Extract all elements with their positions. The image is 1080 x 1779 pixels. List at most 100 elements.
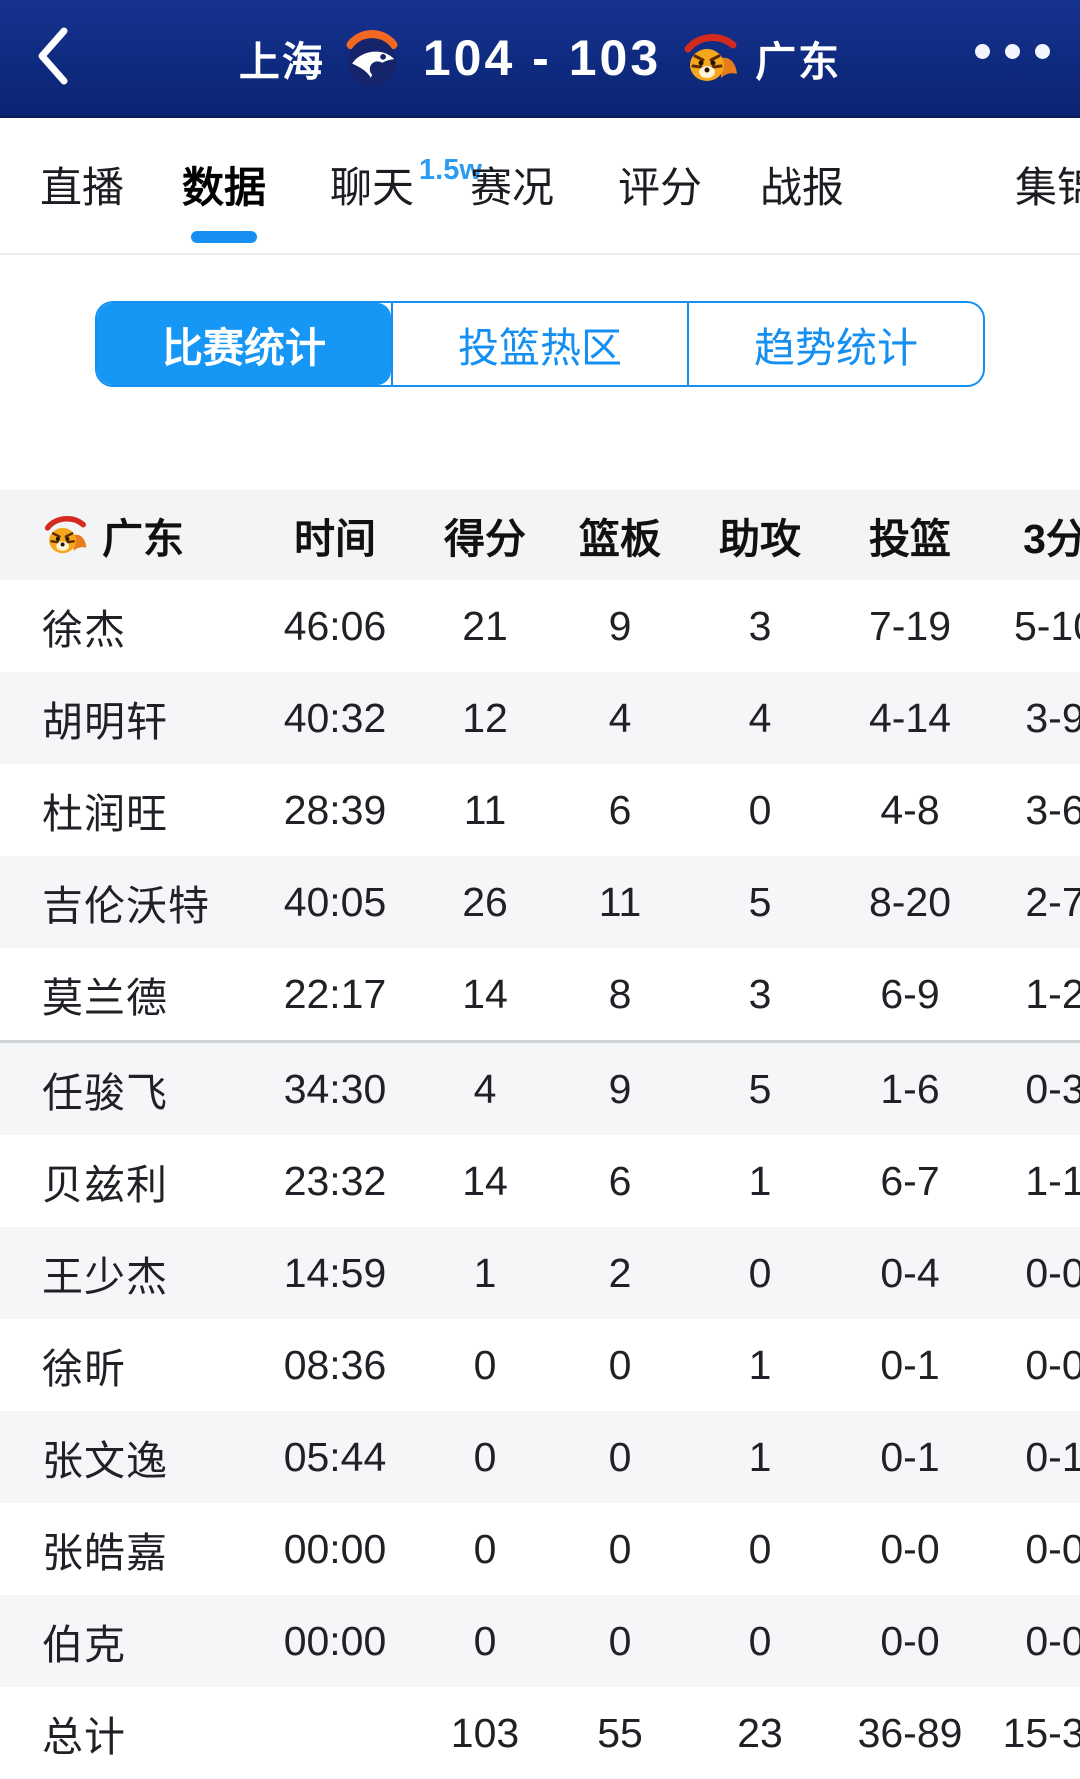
tab-live[interactable]: 直播 (40, 164, 125, 211)
score-value: 104 - 103 (422, 29, 662, 86)
stats-view-switcher: 比赛统计 投篮热区 趋势统计 (0, 255, 1080, 387)
col-rebounds: 篮板 (579, 516, 661, 562)
tab-highlights[interactable]: 集锦 (1015, 164, 1080, 211)
player-name: 吉伦沃特 (42, 883, 210, 929)
score-header: 上海 104 - 103 广东 (0, 27, 1080, 89)
col-fg: 投篮 (869, 516, 951, 562)
points: 26 (462, 878, 508, 925)
player-stat-row[interactable]: 任骏飞 34:30 4 9 5 1-6 0-3 (0, 1043, 1080, 1135)
player-stat-row[interactable]: 伯克 00:00 0 0 0 0-0 0-0 (0, 1595, 1080, 1687)
minutes-played: 23:32 (283, 1157, 387, 1204)
points: 0 (473, 1341, 497, 1388)
tab-matchstate[interactable]: 赛况 (470, 164, 555, 211)
assists: 0 (748, 1525, 772, 1572)
back-button[interactable] (34, 26, 74, 86)
assists: 0 (748, 1249, 772, 1296)
field-goals: 6-7 (880, 1157, 940, 1204)
three-pointers: 0-1 (1025, 1433, 1080, 1480)
rebounds: 0 (608, 1617, 632, 1664)
points: 0 (473, 1617, 497, 1664)
player-name: 张文逸 (42, 1438, 168, 1484)
rebounds: 55 (597, 1709, 643, 1756)
player-stat-row[interactable]: 胡明轩 40:32 12 4 4 4-14 3-9 (0, 672, 1080, 764)
rebounds: 0 (608, 1433, 632, 1480)
assists: 1 (748, 1433, 772, 1480)
player-name: 任骏飞 (42, 1070, 168, 1116)
rebounds: 2 (608, 1249, 632, 1296)
minutes-played: 46:06 (283, 602, 387, 649)
field-goals: 6-9 (880, 970, 940, 1017)
minutes-played: 05:44 (283, 1433, 387, 1480)
points: 0 (473, 1433, 497, 1480)
points: 14 (462, 970, 508, 1017)
player-name: 贝兹利 (42, 1162, 168, 1208)
assists: 23 (737, 1709, 783, 1756)
team-column-title: 广东 (102, 516, 184, 562)
three-pointers: 2-7 (1025, 878, 1080, 925)
player-stat-row[interactable]: 莫兰德 22:17 14 8 3 6-9 1-2 (0, 948, 1080, 1040)
rebounds: 9 (608, 1065, 632, 1112)
player-stat-row[interactable]: 吉伦沃特 40:05 26 11 5 8-20 2-7 (0, 856, 1080, 948)
assists: 0 (748, 1617, 772, 1664)
player-stat-row[interactable]: 徐杰 46:06 21 9 3 7-19 5-10 (0, 580, 1080, 672)
segment-trend-stats[interactable]: 趋势统计 (687, 303, 983, 385)
three-pointers: 0-3 (1025, 1065, 1080, 1112)
more-options-button[interactable] (975, 44, 1050, 59)
away-team-name: 广东 (755, 38, 842, 85)
field-goals: 0-1 (880, 1433, 940, 1480)
three-pointers: 15-39 (1002, 1709, 1080, 1756)
tab-chat[interactable]: 聊天 1.5w (330, 154, 482, 211)
col-assists: 助攻 (719, 516, 801, 562)
minutes-played: 22:17 (283, 970, 387, 1017)
three-pointers: 0-0 (1025, 1617, 1080, 1664)
segment-shot-chart[interactable]: 投篮热区 (391, 303, 687, 385)
assists: 1 (748, 1341, 772, 1388)
home-team-name: 上海 (238, 38, 325, 85)
rebounds: 9 (608, 602, 632, 649)
rebounds: 11 (598, 878, 642, 925)
points: 12 (462, 694, 508, 741)
field-goals: 0-1 (880, 1341, 940, 1388)
match-header: 上海 104 - 103 广东 (0, 0, 1080, 118)
section-tabbar: 直播 数据 聊天1.5w 赛况 评分 战报 集锦 (0, 118, 1080, 255)
points: 103 (450, 1709, 520, 1756)
player-name: 杜润旺 (42, 791, 168, 837)
player-stat-row[interactable]: 贝兹利 23:32 14 6 1 6-7 1-1 (0, 1135, 1080, 1227)
tab-rating[interactable]: 评分 (618, 164, 703, 211)
player-stat-row[interactable]: 杜润旺 28:39 11 6 0 4-8 3-6 (0, 764, 1080, 856)
assists: 5 (748, 1065, 772, 1112)
field-goals: 0-0 (880, 1525, 940, 1572)
field-goals: 0-0 (880, 1617, 940, 1664)
guangdong-tigers-logo-icon (44, 516, 87, 554)
player-name: 伯克 (42, 1622, 126, 1668)
rebounds: 0 (608, 1341, 632, 1388)
chat-count-badge: 1.5w (419, 154, 482, 186)
player-stat-row[interactable]: 张文逸 05:44 0 0 1 0-1 0-1 (0, 1411, 1080, 1503)
three-pointers: 0-0 (1025, 1525, 1080, 1572)
minutes-played: 40:32 (283, 694, 387, 741)
field-goals: 36-89 (857, 1709, 963, 1756)
tab-report[interactable]: 战报 (760, 164, 845, 211)
field-goals: 0-4 (880, 1249, 940, 1296)
assists: 5 (748, 878, 772, 925)
col-points: 得分 (444, 516, 526, 562)
assists: 0 (748, 786, 772, 833)
rebounds: 8 (608, 970, 632, 1017)
three-pointers: 3-6 (1025, 786, 1080, 833)
field-goals: 4-8 (880, 786, 940, 833)
tab-data[interactable]: 数据 (182, 154, 266, 243)
player-stat-row[interactable]: 张皓嘉 00:00 0 0 0 0-0 0-0 (0, 1503, 1080, 1595)
player-name: 徐昕 (42, 1346, 126, 1392)
field-goals: 4-14 (868, 694, 952, 741)
totals-row: 总计 103 55 23 36-89 15-39 (0, 1687, 1080, 1779)
player-name: 胡明轩 (42, 699, 168, 745)
col-three: 3分 (1023, 516, 1080, 562)
player-stat-row[interactable]: 徐昕 08:36 0 0 1 0-1 0-0 (0, 1319, 1080, 1411)
chevron-left-icon (38, 27, 68, 85)
col-time: 时间 (294, 516, 376, 562)
segment-game-stats[interactable]: 比赛统计 (97, 303, 391, 385)
minutes-played: 00:00 (283, 1617, 387, 1664)
field-goals: 7-19 (868, 602, 952, 649)
assists: 1 (748, 1157, 772, 1204)
player-stat-row[interactable]: 王少杰 14:59 1 2 0 0-4 0-0 (0, 1227, 1080, 1319)
